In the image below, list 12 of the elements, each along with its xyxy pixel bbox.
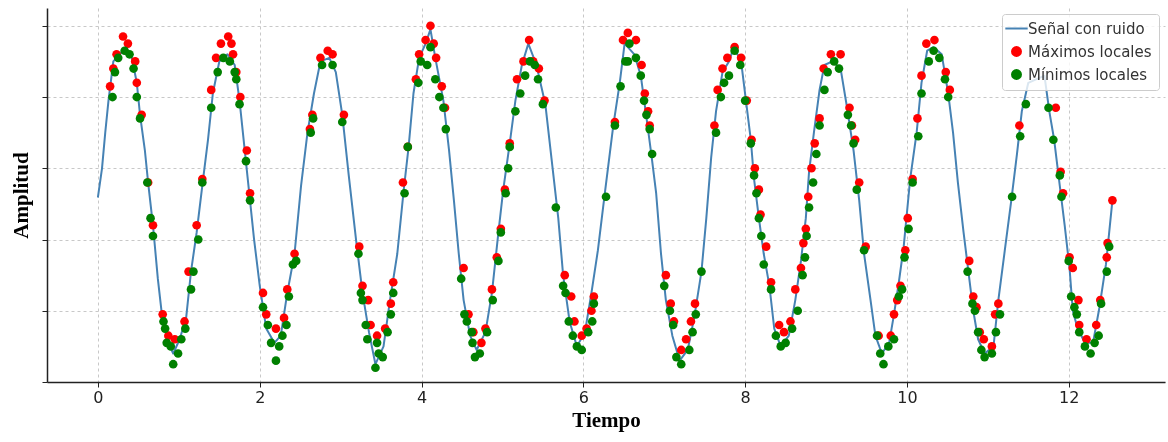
y-axis-title: Amplitud (9, 152, 33, 239)
x-tick-label: 0 (93, 387, 104, 407)
x-tick-label: 6 (578, 387, 589, 407)
legend-label: Máximos locales (1028, 42, 1152, 61)
x-tick-label: 4 (416, 387, 428, 407)
x-axis-title: Tiempo (572, 407, 641, 432)
x-tick-label: 2 (255, 387, 266, 407)
legend-label: Señal con ruido (1028, 19, 1145, 38)
x-tick-label: 10 (897, 387, 918, 407)
x-tick-label: 12 (1059, 387, 1080, 407)
x-tick-label: 8 (740, 387, 751, 407)
legend-label: Mínimos locales (1028, 65, 1148, 84)
